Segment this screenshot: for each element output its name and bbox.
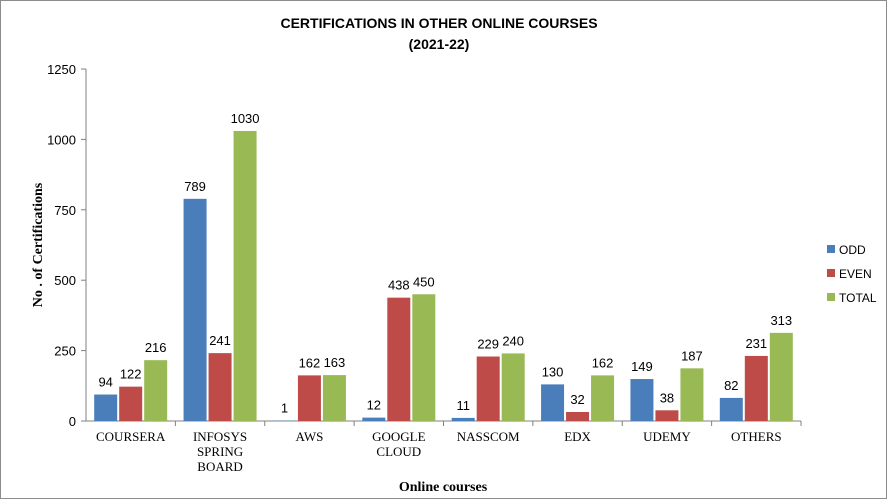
data-label: 1 <box>281 401 288 416</box>
data-label: 162 <box>592 355 614 370</box>
data-label: 12 <box>367 398 381 413</box>
y-tick-label: 250 <box>54 344 76 359</box>
data-label: 32 <box>570 392 584 407</box>
data-label: 11 <box>456 398 470 413</box>
bar-even <box>387 298 410 421</box>
data-label: 240 <box>502 333 524 348</box>
bar-even <box>298 375 321 421</box>
bar-even <box>655 410 678 421</box>
bar-total <box>234 131 257 421</box>
legend-label-odd: ODD <box>839 243 866 257</box>
legend-swatch-total <box>827 293 835 301</box>
legend-label-even: EVEN <box>839 267 872 281</box>
data-label: 789 <box>184 179 206 194</box>
data-label: 1030 <box>231 111 260 126</box>
data-label: 450 <box>413 274 435 289</box>
bar-odd <box>541 384 564 421</box>
bar-total <box>502 353 525 421</box>
chart-subtitle: (2021-22) <box>409 36 470 52</box>
y-tick-label: 0 <box>69 414 76 429</box>
legend-swatch-odd <box>827 245 835 253</box>
x-tick-label: NASSCOM <box>457 429 520 444</box>
bar-even <box>119 387 142 421</box>
y-tick-label: 1250 <box>47 62 76 77</box>
data-label: 216 <box>145 340 167 355</box>
data-label: 162 <box>299 355 321 370</box>
y-axis-label: No . of Certifications <box>31 182 46 307</box>
data-label: 149 <box>631 359 653 374</box>
bar-odd <box>720 398 743 421</box>
x-tick-label: OTHERS <box>731 429 782 444</box>
y-tick-label: 500 <box>54 273 76 288</box>
data-label: 163 <box>324 355 346 370</box>
data-label: 94 <box>98 375 112 390</box>
x-tick-label: AWS <box>296 429 324 444</box>
bar-odd <box>362 418 385 421</box>
data-label: 231 <box>745 336 767 351</box>
x-tick-label: COURSERA <box>96 429 166 444</box>
y-tick-label: 1000 <box>47 132 76 147</box>
data-label: 241 <box>209 333 231 348</box>
data-label: 438 <box>388 278 410 293</box>
bar-total <box>412 294 435 421</box>
legend: ODD EVEN TOTAL <box>827 243 877 305</box>
data-label: 313 <box>770 313 792 328</box>
data-label: 122 <box>120 367 142 382</box>
chart-title: CERTIFICATIONS IN OTHER ONLINE COURSES <box>280 15 597 31</box>
legend-label-total: TOTAL <box>839 291 877 305</box>
data-label: 38 <box>660 390 674 405</box>
bar-total <box>323 375 346 421</box>
bar-total <box>680 368 703 421</box>
x-tick-label: EDX <box>564 429 591 444</box>
bar-total <box>591 375 614 421</box>
bar-even <box>477 357 500 421</box>
y-tick-label: 750 <box>54 203 76 218</box>
bar-total <box>144 360 167 421</box>
data-label: 130 <box>542 364 564 379</box>
legend-swatch-even <box>827 269 835 277</box>
bar-even <box>566 412 589 421</box>
data-label: 82 <box>724 378 738 393</box>
x-axis-label: Online courses <box>399 480 488 495</box>
bar-odd <box>630 379 653 421</box>
bar-total <box>770 333 793 421</box>
x-tick-label: UDEMY <box>643 429 691 444</box>
bar-even <box>745 356 768 421</box>
bar-even <box>209 353 232 421</box>
bar-odd <box>452 418 475 421</box>
data-label: 187 <box>681 348 703 363</box>
bar-odd <box>94 395 117 421</box>
data-label: 229 <box>477 337 499 352</box>
bar-odd <box>184 199 207 421</box>
